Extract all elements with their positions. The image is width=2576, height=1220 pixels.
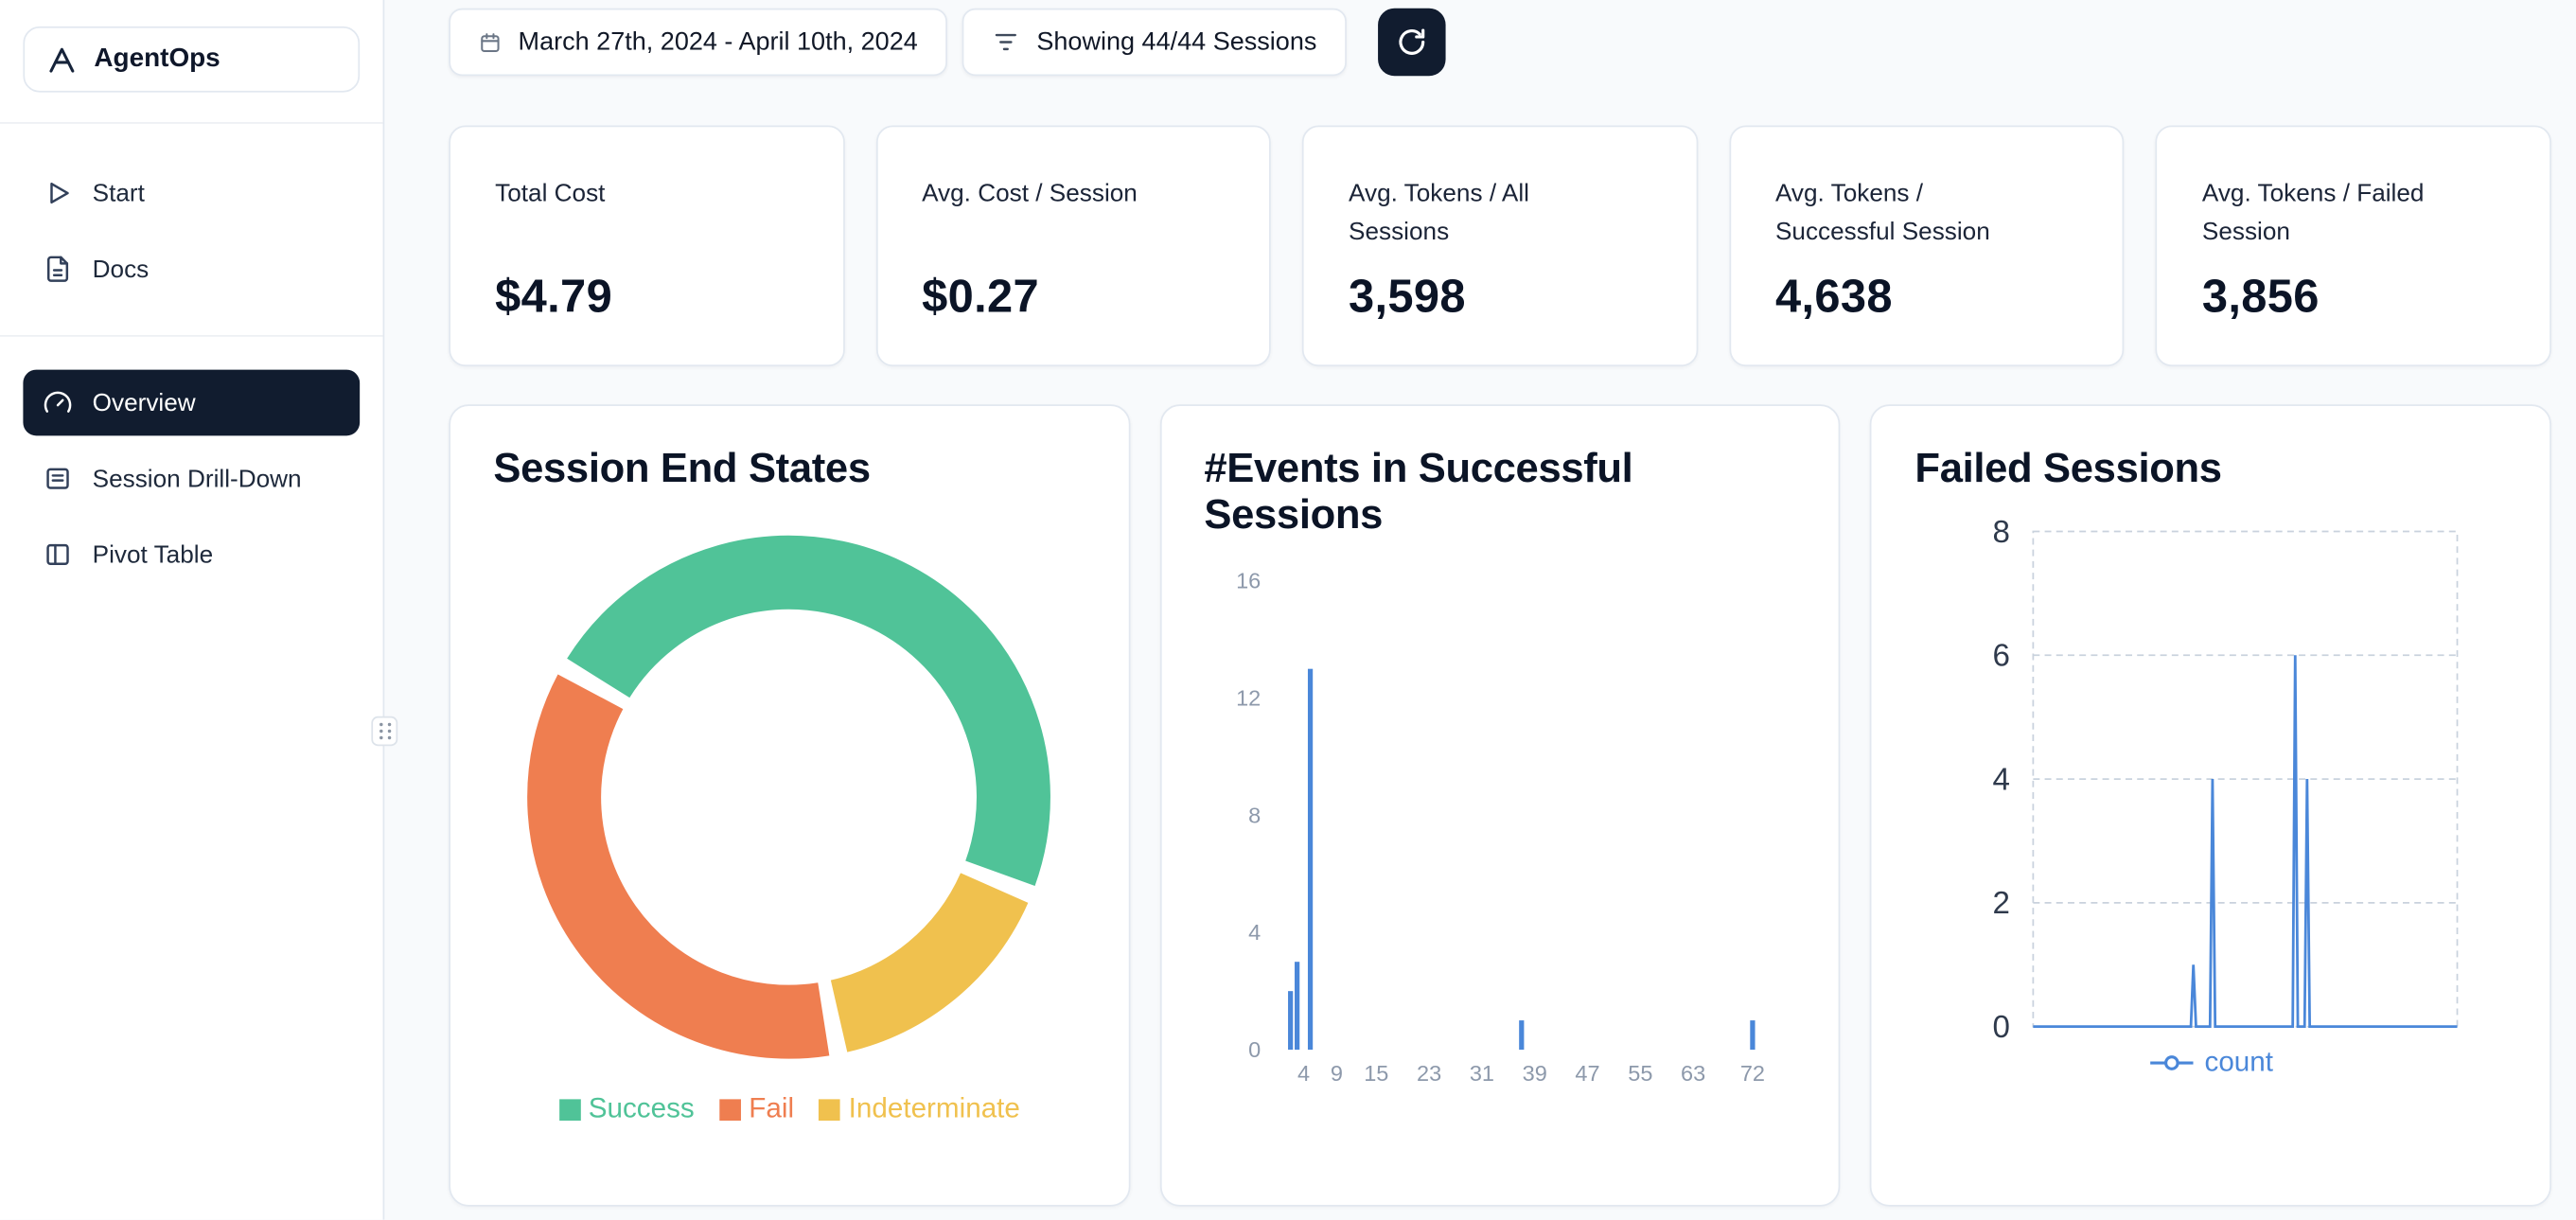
calendar-icon bbox=[481, 32, 500, 52]
stat-value: 3,598 bbox=[1349, 270, 1466, 323]
stat-value: $4.79 bbox=[495, 270, 613, 323]
sessions-filter-label: Showing 44/44 Sessions bbox=[1036, 27, 1317, 56]
session-end-states-donut-chart[interactable] bbox=[527, 535, 1052, 1060]
sidebar-resize-handle[interactable] bbox=[371, 716, 398, 747]
svg-text:39: 39 bbox=[1522, 1061, 1546, 1086]
gauge-icon bbox=[44, 391, 72, 413]
date-range-label: March 27th, 2024 - April 10th, 2024 bbox=[518, 27, 918, 56]
svg-text:72: 72 bbox=[1739, 1061, 1764, 1086]
svg-text:0: 0 bbox=[1993, 1010, 2010, 1040]
svg-text:31: 31 bbox=[1469, 1061, 1493, 1086]
svg-text:55: 55 bbox=[1628, 1061, 1652, 1086]
sidebar-item-pivot-table[interactable]: Pivot Table bbox=[23, 522, 360, 588]
sessions-filter-button[interactable]: Showing 44/44 Sessions bbox=[962, 8, 1347, 77]
legend-label: Indeterminate bbox=[848, 1092, 1020, 1124]
stat-card-avg-tokens-successful: Avg. Tokens / Successful Session 4,638 bbox=[1729, 125, 2125, 367]
svg-text:8: 8 bbox=[1993, 515, 2010, 550]
stat-value: 4,638 bbox=[1774, 270, 1893, 323]
app-name: AgentOps bbox=[94, 44, 221, 73]
main-content: March 27th, 2024 - April 10th, 2024 Show… bbox=[384, 0, 2576, 1220]
sidebar-nav-main: Overview Session Drill-Down Pivot Table bbox=[23, 369, 361, 588]
svg-text:4: 4 bbox=[1297, 1061, 1309, 1086]
svg-text:4: 4 bbox=[1993, 762, 2010, 797]
svg-text:2: 2 bbox=[1993, 886, 2010, 921]
svg-text:16: 16 bbox=[1236, 569, 1261, 593]
svg-text:9: 9 bbox=[1330, 1061, 1342, 1086]
indeterminate-swatch-icon bbox=[819, 1098, 840, 1121]
sidebar-item-label: Docs bbox=[92, 255, 150, 284]
stat-label: Avg. Tokens / All Sessions bbox=[1349, 180, 1529, 245]
chart-title: Failed Sessions bbox=[1914, 445, 2222, 492]
stat-value: $0.27 bbox=[922, 270, 1040, 323]
play-icon bbox=[50, 182, 69, 204]
stat-label: Avg. Tokens / Failed Session bbox=[2201, 180, 2425, 245]
stat-card-total-cost: Total Cost $4.79 bbox=[449, 125, 845, 367]
agentops-logo-icon bbox=[49, 46, 75, 72]
svg-text:63: 63 bbox=[1680, 1061, 1704, 1086]
line-legend: count bbox=[1914, 1047, 2506, 1080]
stat-label: Avg. Cost / Session bbox=[922, 180, 1138, 208]
svg-text:0: 0 bbox=[1248, 1037, 1261, 1062]
sidebar-item-label: Overview bbox=[92, 388, 196, 417]
chart-title: #Events in Successful Sessions bbox=[1204, 445, 1633, 539]
failed-sessions-line-chart[interactable]: 0 2 4 6 8 bbox=[1914, 499, 2511, 1040]
sidebar-nav-top: Start Docs bbox=[23, 160, 360, 302]
stat-card-avg-tokens-failed: Avg. Tokens / Failed Session 3,856 bbox=[2156, 125, 2551, 367]
date-range-button[interactable]: March 27th, 2024 - April 10th, 2024 bbox=[449, 8, 948, 77]
events-histogram-card: #Events in Successful Sessions 0 4 8 12 16 4 9… bbox=[1159, 404, 1841, 1207]
legend-label: Success bbox=[588, 1092, 695, 1124]
stat-label: Avg. Tokens / Successful Session bbox=[1774, 180, 1990, 245]
docs-icon bbox=[46, 256, 69, 282]
count-series-marker-icon bbox=[2149, 1055, 2194, 1070]
refresh-button[interactable] bbox=[1377, 8, 1446, 77]
sidebar-item-label: Start bbox=[92, 179, 145, 207]
donut-legend: Success Fail Indeterminate bbox=[493, 1092, 1085, 1125]
sidebar: AgentOps Start Docs Overview bbox=[0, 0, 385, 1220]
session-end-states-card: Session End States Success Fail bbox=[449, 404, 1130, 1207]
drilldown-icon bbox=[46, 468, 69, 489]
legend-item-success: Success bbox=[558, 1092, 695, 1125]
toolbar: March 27th, 2024 - April 10th, 2024 Show… bbox=[449, 8, 2551, 77]
sidebar-item-docs[interactable]: Docs bbox=[23, 236, 360, 302]
sidebar-divider bbox=[0, 334, 383, 337]
stat-value: 3,856 bbox=[2201, 270, 2320, 323]
svg-text:6: 6 bbox=[1993, 639, 2010, 674]
stats-row: Total Cost $4.79 Avg. Cost / Session $0.… bbox=[449, 125, 2551, 367]
chart-title: Session End States bbox=[493, 445, 871, 492]
sidebar-item-start[interactable]: Start bbox=[23, 160, 360, 226]
stat-label: Total Cost bbox=[495, 180, 606, 208]
svg-text:8: 8 bbox=[1248, 803, 1261, 827]
failed-sessions-card: Failed Sessions 0 2 4 6 8 count bbox=[1870, 404, 2551, 1207]
sidebar-item-label: Session Drill-Down bbox=[92, 464, 302, 493]
svg-text:12: 12 bbox=[1236, 685, 1261, 710]
svg-text:15: 15 bbox=[1364, 1061, 1388, 1086]
fail-swatch-icon bbox=[718, 1098, 741, 1121]
pivot-icon bbox=[46, 543, 69, 565]
app-logo[interactable]: AgentOps bbox=[23, 26, 361, 93]
refresh-icon bbox=[1399, 28, 1425, 55]
grip-dots-icon bbox=[379, 722, 391, 740]
stat-card-avg-cost-session: Avg. Cost / Session $0.27 bbox=[875, 125, 1272, 367]
legend-item-indeterminate: Indeterminate bbox=[819, 1092, 1020, 1125]
svg-text:4: 4 bbox=[1248, 920, 1261, 945]
success-swatch-icon bbox=[558, 1098, 581, 1121]
sidebar-item-session-drill-down[interactable]: Session Drill-Down bbox=[23, 446, 360, 512]
sidebar-item-overview[interactable]: Overview bbox=[23, 369, 361, 436]
sidebar-item-label: Pivot Table bbox=[92, 540, 214, 569]
svg-text:23: 23 bbox=[1416, 1061, 1440, 1086]
sidebar-divider bbox=[0, 122, 383, 124]
filter-icon bbox=[995, 33, 1017, 51]
svg-text:47: 47 bbox=[1575, 1061, 1599, 1086]
legend-item-fail: Fail bbox=[718, 1092, 795, 1125]
stat-card-avg-tokens-all: Avg. Tokens / All Sessions 3,598 bbox=[1302, 125, 1698, 367]
charts-row: Session End States Success Fail bbox=[449, 404, 2551, 1207]
donut-wrapper bbox=[493, 535, 1085, 1060]
legend-label: count bbox=[2204, 1046, 2274, 1078]
legend-label: Fail bbox=[749, 1092, 795, 1124]
